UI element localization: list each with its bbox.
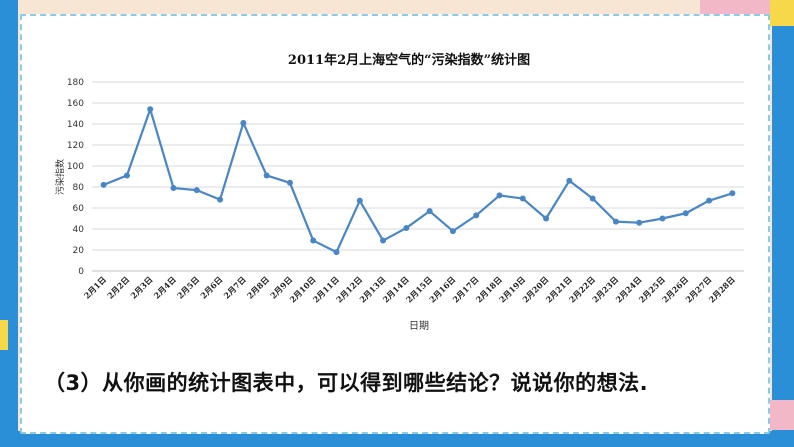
chart-title: 2011年2月上海空气的“污染指数”统计图 (288, 52, 530, 68)
x-tick-label: 2月4日 (152, 274, 178, 300)
data-point (543, 215, 550, 222)
x-tick-label: 2月3日 (128, 274, 154, 300)
x-tick-label: 2月28日 (707, 274, 737, 304)
data-point (123, 172, 130, 179)
x-tick-label: 2月8日 (245, 274, 271, 300)
data-point (193, 187, 200, 194)
x-tick-label: 2月6日 (198, 274, 224, 300)
series-pollution-index (100, 106, 736, 256)
y-tick-label: 0 (78, 267, 84, 277)
background-right-band (772, 0, 794, 447)
x-axis-label: 日期 (409, 320, 429, 332)
y-tick-label: 140 (67, 120, 84, 130)
decorative-shape-top-right (770, 0, 794, 26)
y-tick-label: 160 (67, 99, 84, 109)
series-line (103, 108, 733, 254)
data-point (612, 218, 619, 225)
x-axis-ticks: 2月1日2月2日2月3日2月4日2月5日2月6日2月7日2月8日2月9日2月10… (82, 274, 737, 304)
data-point (310, 237, 317, 244)
data-point (263, 172, 270, 179)
y-tick-label: 100 (67, 162, 84, 172)
data-point (403, 224, 410, 231)
y-axis-label: 污染指数 (54, 159, 66, 195)
y-tick-label: 40 (73, 225, 85, 235)
line-chart: 2011年2月上海空气的“污染指数”统计图 0 20 40 60 80 100 120 140… (54, 52, 744, 332)
data-point (286, 179, 293, 186)
data-point (147, 106, 154, 113)
data-point (496, 192, 503, 199)
data-point (449, 228, 456, 235)
data-point (682, 210, 689, 217)
y-tick-label: 180 (67, 78, 84, 88)
data-point (426, 208, 433, 215)
y-axis-ticks: 0 20 40 60 80 100 120 140 160 180 (67, 78, 84, 277)
question-text: （3）从你画的统计图表中，可以得到哪些结论？说说你的想法. (44, 371, 649, 395)
data-point (519, 195, 526, 202)
data-point (729, 190, 736, 197)
slide-panel: 2011年2月上海空气的“污染指数”统计图 0 20 40 60 80 100 120 140… (20, 14, 770, 434)
data-point (170, 185, 177, 192)
x-tick-label: 2月7日 (222, 274, 248, 300)
data-point (333, 249, 340, 256)
y-tick-label: 60 (73, 204, 85, 214)
data-point (217, 196, 224, 203)
x-tick-label: 2月1日 (82, 274, 108, 300)
data-point (706, 197, 713, 204)
data-point (636, 219, 643, 226)
y-tick-label: 120 (67, 141, 84, 151)
background-left-band (0, 0, 18, 447)
data-point (473, 212, 480, 219)
data-point (380, 237, 387, 244)
y-tick-label: 20 (73, 246, 85, 256)
y-tick-label: 80 (73, 183, 85, 193)
data-point (100, 181, 107, 188)
decorative-shape-bottom-left (0, 320, 8, 350)
data-point (356, 197, 363, 204)
x-tick-label: 2月2日 (105, 274, 131, 300)
chart-gridlines (92, 81, 744, 272)
x-tick-label: 2月5日 (175, 274, 201, 300)
data-point (240, 119, 247, 126)
data-point (566, 177, 573, 184)
data-point (589, 195, 596, 202)
background-bottom-band (0, 431, 794, 447)
data-point (659, 215, 666, 222)
